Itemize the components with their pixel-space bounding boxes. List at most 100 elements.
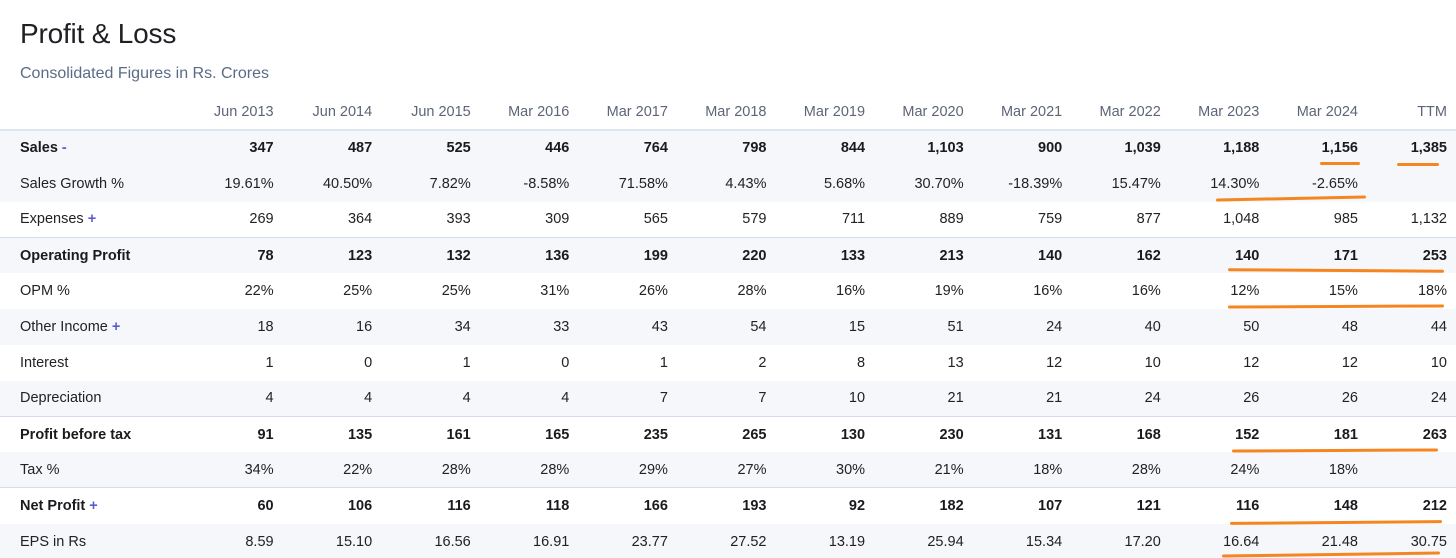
table-cell: 44 bbox=[1366, 308, 1456, 345]
table-cell: 309 bbox=[545, 211, 570, 228]
table-cell: 579 bbox=[742, 211, 767, 228]
table-cell: 40 bbox=[1071, 308, 1170, 345]
table-cell: 171 bbox=[1268, 236, 1367, 274]
row-label: EPS in Rs bbox=[0, 523, 185, 558]
table-cell: 1 bbox=[462, 354, 471, 371]
expand-toggle-button[interactable]: + bbox=[111, 318, 121, 335]
table-cell: 759 bbox=[1038, 211, 1063, 228]
row-label-text: Profit before tax bbox=[20, 426, 132, 443]
table-cell: 15 bbox=[775, 308, 875, 345]
table-cell: 1,385 bbox=[1366, 130, 1456, 166]
table-cell: 17.20 bbox=[1071, 523, 1170, 558]
table-cell: 230 bbox=[874, 415, 973, 453]
expand-toggle-button[interactable]: + bbox=[89, 498, 98, 515]
row-label-text: Expenses bbox=[20, 211, 84, 228]
row-label: Operating Profit bbox=[0, 236, 185, 274]
table-cell: 25% bbox=[343, 283, 373, 300]
row-label: Sales Growth % bbox=[0, 165, 185, 202]
expand-toggle-button[interactable]: + bbox=[87, 211, 97, 228]
table-cell: 25.94 bbox=[874, 523, 973, 558]
table-cell: 1,156 bbox=[1268, 130, 1367, 166]
table-cell: 25% bbox=[441, 283, 471, 300]
table-cell: 28% bbox=[479, 452, 579, 488]
table-cell: 12 bbox=[1341, 354, 1358, 371]
table-cell: 900 bbox=[972, 130, 1072, 166]
table-cell: 21 bbox=[972, 380, 1072, 417]
row-label: Depreciation bbox=[0, 380, 185, 417]
table-cell: 26% bbox=[638, 283, 668, 300]
table-cell bbox=[1366, 452, 1456, 488]
table-cell: 165 bbox=[479, 415, 579, 453]
table-row: Depreciation 4 4 4 4 7 7 10 21 21 24 26 26 24 bbox=[0, 380, 1456, 417]
row-label-text: Other Income bbox=[20, 318, 108, 335]
profit-loss-table: Jun 2013 Jun 2014 Jun 2015 Mar 2016 Mar 2017… bbox=[0, 94, 1456, 558]
table-cell: 1,103 bbox=[874, 130, 973, 166]
row-label[interactable]: Sales - bbox=[0, 130, 185, 166]
table-cell: 212 bbox=[1366, 487, 1456, 524]
row-label[interactable]: Expenses + bbox=[0, 202, 184, 238]
table-cell: 253 bbox=[1366, 236, 1456, 274]
row-label-text: Interest bbox=[20, 354, 69, 371]
table-cell: 78 bbox=[184, 236, 283, 274]
table-cell: 34 bbox=[381, 308, 480, 345]
table-cell: 711 bbox=[841, 211, 866, 228]
row-label-text: Sales Growth % bbox=[20, 175, 124, 192]
table-cell: 168 bbox=[1071, 415, 1170, 453]
table-cell: 8 bbox=[856, 354, 866, 371]
table-cell: 162 bbox=[1071, 236, 1170, 274]
table-cell: 1,039 bbox=[1071, 130, 1170, 166]
table-row: Sales -347 487 525 446 764 798 844 1,103 900 1,039… bbox=[0, 130, 1456, 166]
table-cell: 10 bbox=[1144, 354, 1161, 371]
table-cell: 8.59 bbox=[184, 523, 283, 558]
table-cell: 16% bbox=[1033, 283, 1063, 300]
row-label[interactable]: Other Income + bbox=[0, 308, 185, 345]
highlight-underline bbox=[1397, 163, 1439, 166]
table-cell: 16.64 bbox=[1169, 523, 1269, 558]
table-cell: 1,048 bbox=[1223, 211, 1260, 228]
table-row: Other Income +18 16 34 33 43 54 15 51 24 40 50 48 44 bbox=[0, 308, 1456, 345]
table-cell: 7.82% bbox=[381, 165, 480, 202]
table-cell: 446 bbox=[479, 130, 579, 166]
table-cell: 118 bbox=[479, 487, 579, 524]
table-cell: 24 bbox=[1071, 380, 1170, 417]
row-label: Profit before tax bbox=[0, 415, 185, 453]
table-cell: 28% bbox=[737, 283, 767, 300]
table-cell: 15.34 bbox=[972, 523, 1072, 558]
table-cell: 2 bbox=[758, 354, 767, 371]
table-cell: 71.58% bbox=[578, 165, 677, 202]
table-cell: 15.47% bbox=[1071, 165, 1170, 202]
row-label: OPM % bbox=[0, 273, 184, 309]
row-label-text: OPM % bbox=[20, 283, 70, 300]
table-cell: 106 bbox=[282, 487, 382, 524]
table-cell: 16.56 bbox=[381, 523, 480, 558]
column-header: Jun 2013 bbox=[184, 94, 283, 131]
collapse-toggle-button[interactable]: - bbox=[61, 140, 67, 157]
table-cell: 107 bbox=[972, 487, 1072, 524]
table-cell: 1 bbox=[265, 354, 274, 371]
table-cell: 24 bbox=[972, 308, 1072, 345]
table-cell: 220 bbox=[676, 236, 776, 274]
highlight-underline bbox=[1320, 162, 1360, 165]
table-cell: 844 bbox=[775, 130, 875, 166]
table-row: Net Profit +60 106 116 118 166 193 92 182 107 121 1… bbox=[0, 487, 1456, 524]
table-cell: 91 bbox=[184, 415, 283, 453]
table-row: Expenses +269 364 393 309 565 579 711 889 759 877 1… bbox=[0, 202, 1456, 238]
table-cell: 50 bbox=[1169, 308, 1269, 345]
table-cell: 92 bbox=[775, 487, 875, 524]
column-header: TTM bbox=[1366, 94, 1456, 131]
table-cell: 21 bbox=[874, 380, 973, 417]
table-cell: 148 bbox=[1268, 487, 1367, 524]
table-cell: 798 bbox=[676, 130, 776, 166]
table-cell: 199 bbox=[578, 236, 677, 274]
table-cell: 24% bbox=[1169, 452, 1269, 488]
column-header: Mar 2018 bbox=[676, 94, 776, 131]
row-label[interactable]: Net Profit + bbox=[0, 487, 185, 524]
table-cell: 22% bbox=[282, 452, 382, 488]
column-header: Mar 2019 bbox=[775, 94, 875, 131]
table-cell: 133 bbox=[775, 236, 875, 274]
table-row: Profit before tax 91 135 161 165 235 265 130 230… bbox=[0, 415, 1456, 453]
table-cell: 116 bbox=[1169, 487, 1269, 524]
table-row: Sales Growth % 19.61% 40.50% 7.82% -8.58% 71.… bbox=[0, 165, 1456, 202]
column-header: Mar 2017 bbox=[578, 94, 677, 131]
table-cell: 16% bbox=[836, 283, 866, 300]
